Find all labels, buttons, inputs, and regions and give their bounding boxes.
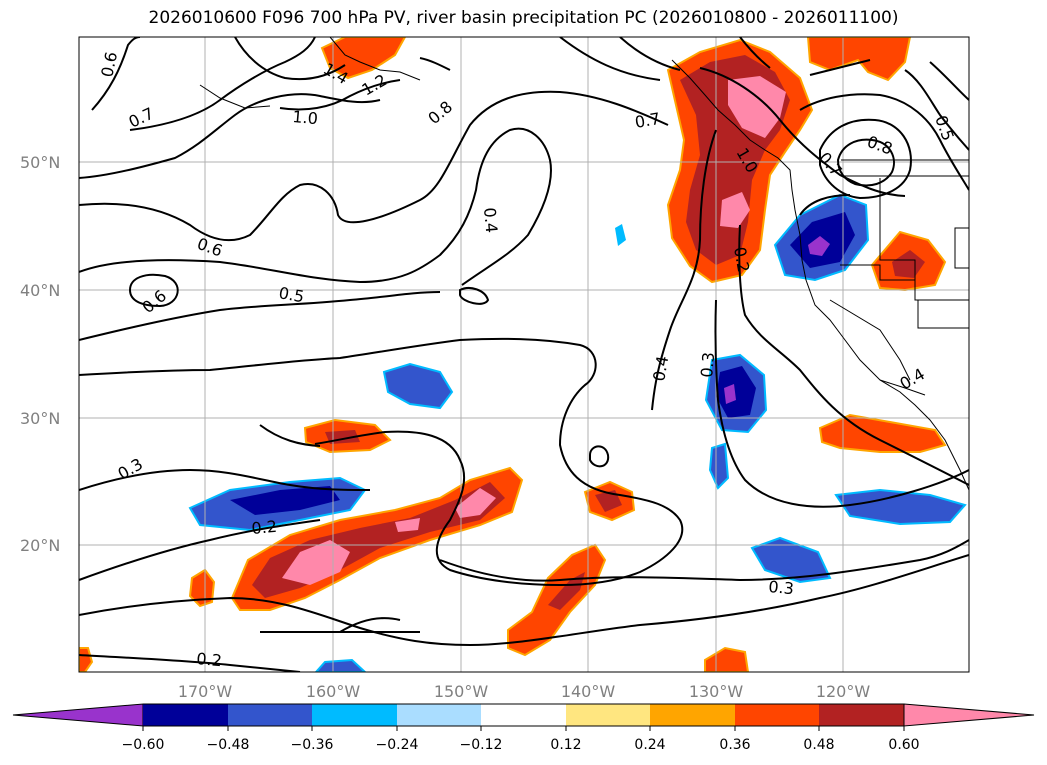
positive-anomaly-south-central-strong xyxy=(548,572,585,610)
colorbar-segment xyxy=(566,704,650,726)
colorbar-ticks xyxy=(142,726,905,731)
colorbar-segment xyxy=(650,704,735,726)
colorbar-tick-label: −0.24 xyxy=(376,737,419,753)
contour-label: 1.0 xyxy=(292,107,319,128)
positive-anomaly-subtropic-band-extreme-3 xyxy=(395,518,420,532)
colorbar-segment xyxy=(228,704,312,726)
lon-label: 140°W xyxy=(561,682,616,701)
colorbar-outline xyxy=(143,703,904,727)
colorbar: −0.60 −0.48 −0.36 −0.24 −0.12 0.12 0.24 … xyxy=(12,703,1035,753)
contour-label: 0.2 xyxy=(251,517,278,538)
positive-anomaly-interior-strong xyxy=(892,250,925,278)
map-title: 2026010600 F096 700 hPa PV, river basin … xyxy=(148,8,899,28)
positive-anomaly-subtropic-band-extreme-2 xyxy=(455,488,496,518)
positive-anomaly-22n-strong xyxy=(595,490,622,512)
positive-anomaly-westcoast-extreme xyxy=(728,76,786,138)
positive-anomaly-northeast xyxy=(806,37,912,82)
positive-anomaly-small-3 xyxy=(79,647,94,672)
colorbar-tick-label: 0.12 xyxy=(550,737,581,753)
colorbar-arrow-left xyxy=(12,703,144,727)
contour-label: 0.6 xyxy=(97,50,121,79)
negative-anomaly-small-2 xyxy=(314,658,367,672)
contour-label: 0.2 xyxy=(730,245,753,273)
negative-anomaly-subtropic-strong xyxy=(230,486,340,515)
colorbar-segment xyxy=(735,704,819,726)
colorbar-segment xyxy=(143,704,228,726)
colorbar-tick-label: −0.48 xyxy=(207,737,250,753)
lat-label: 40°N xyxy=(20,281,60,300)
lon-label: 170°W xyxy=(178,682,233,701)
positive-anomaly-westcoast-extreme-2 xyxy=(720,192,750,228)
colorbar-tick-label: −0.60 xyxy=(122,737,165,753)
colorbar-tick-label: 0.36 xyxy=(719,737,750,753)
colorbar-arrow-right xyxy=(903,703,1035,727)
contour-label: 0.4 xyxy=(480,207,501,234)
lon-label: 160°W xyxy=(306,682,361,701)
negative-anomaly-south1 xyxy=(750,536,832,584)
contour-label: 0.2 xyxy=(196,649,223,670)
colorbar-segment xyxy=(312,704,397,726)
colorbar-tick-label: −0.12 xyxy=(460,737,503,753)
colorbar-tick-label: 0.60 xyxy=(888,737,919,753)
colorbar-tick-label: 0.24 xyxy=(634,737,665,753)
lon-label: 120°W xyxy=(816,682,871,701)
lat-label: 30°N xyxy=(20,409,60,428)
negative-anomaly-offshore-strong xyxy=(716,366,756,418)
colorbar-segment xyxy=(397,704,481,726)
negative-anomaly-nw-extreme xyxy=(808,236,830,256)
negative-anomaly-south2 xyxy=(834,488,967,526)
contour-label: 0.5 xyxy=(277,283,305,306)
negative-anomaly-central xyxy=(382,362,454,410)
plot-frame xyxy=(78,36,970,673)
contour-label: 0.3 xyxy=(768,577,795,598)
colorbar-segment xyxy=(481,704,566,726)
lat-label: 50°N xyxy=(20,153,60,172)
lat-label: 20°N xyxy=(20,536,60,555)
latitude-labels: 50°N 40°N 30°N 20°N xyxy=(20,153,60,555)
negative-anomaly-offshore-extreme xyxy=(724,384,736,404)
colorbar-segment xyxy=(819,704,904,726)
contour-label: 0.4 xyxy=(649,354,672,382)
lon-label: 130°W xyxy=(689,682,744,701)
colorbar-tick-label: 0.48 xyxy=(803,737,834,753)
pv-contours xyxy=(79,37,969,672)
coastlines xyxy=(199,37,969,491)
colorbar-tick-label: −0.36 xyxy=(291,737,334,753)
precip-anomaly-shading xyxy=(79,37,967,672)
contour-label: 0.7 xyxy=(633,109,661,132)
lon-label: 150°W xyxy=(434,682,489,701)
contour-label: 0.3 xyxy=(697,351,718,378)
negative-anomaly-small xyxy=(708,442,730,490)
longitude-labels: 170°W 160°W 150°W 140°W 130°W 120°W xyxy=(178,682,871,701)
negative-anomaly-small-3 xyxy=(615,224,626,246)
